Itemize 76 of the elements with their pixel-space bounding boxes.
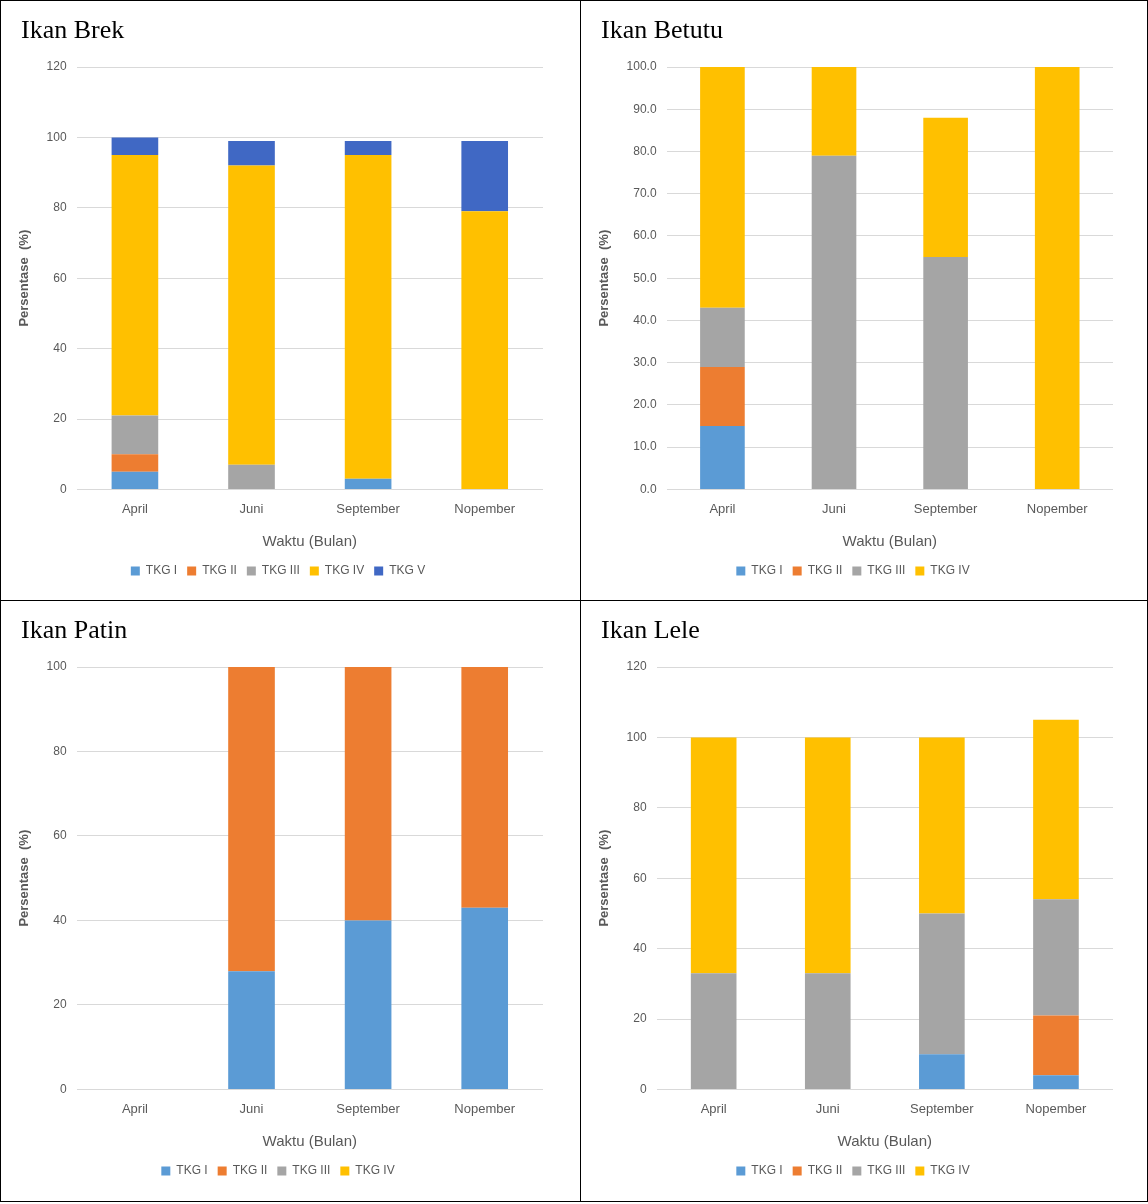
y-axis-title: Persentase (%) [16, 229, 32, 327]
y-tick-label: 0.0 [639, 481, 657, 496]
y-tick-label: 80 [53, 200, 67, 215]
x-tick-label: September [336, 500, 401, 516]
y-tick-label: 40 [53, 340, 67, 355]
y-tick-label: 60 [53, 828, 67, 843]
y-tick-label: 10.0 [633, 439, 657, 454]
y-tick-label: 100 [626, 729, 647, 744]
legend-label: TKG II [232, 1163, 268, 1178]
legend-label: TKG V [389, 563, 426, 578]
x-tick-label: Nopember [1026, 500, 1089, 516]
chart-title: Ikan Brek [19, 15, 127, 45]
y-tick-label: 100.0 [626, 59, 657, 74]
y-tick-label: 20.0 [633, 397, 657, 412]
legend-label: TKG I [751, 563, 783, 578]
y-tick-label: 0 [59, 481, 67, 496]
x-tick-label: September [910, 1100, 975, 1116]
y-tick-label: 100 [46, 129, 67, 144]
y-tick-label: 90.0 [633, 101, 657, 116]
x-tick-label: Juni [822, 500, 847, 516]
x-tick-label: Nopember [1025, 1100, 1087, 1116]
x-tick-label: April [700, 1100, 727, 1116]
y-tick-label: 20 [633, 1011, 647, 1026]
y-tick-label: 80 [633, 800, 647, 815]
chart-title: Ikan Betutu [599, 15, 726, 45]
y-tick-label: 40.0 [633, 312, 657, 327]
x-axis-title: Waktu (Bulan) [842, 532, 938, 550]
y-tick-label: 60.0 [633, 228, 657, 243]
legend-label: TKG I [751, 1163, 783, 1178]
legend-label: TKG II [807, 1163, 843, 1178]
legend-label: TKG I [176, 1163, 208, 1178]
y-tick-label: 30.0 [633, 354, 657, 369]
y-tick-label: 100 [46, 659, 67, 674]
x-tick-label: April [709, 500, 736, 516]
y-tick-label: 120 [46, 59, 67, 74]
y-axis-title: Persentase (%) [596, 829, 612, 927]
legend-label: TKG II [202, 563, 237, 578]
y-tick-label: 20 [53, 411, 67, 426]
x-axis-title: Waktu (Bulan) [837, 1132, 933, 1150]
y-tick-label: 40 [633, 940, 647, 955]
y-tick-label: 80 [53, 743, 67, 758]
legend-label: TKG I [145, 563, 178, 578]
y-axis-title: Persentase (%) [16, 829, 32, 927]
x-tick-label: Nopember [454, 500, 516, 516]
legend-label: TKG III [867, 563, 906, 578]
legend-label: TKG IV [930, 563, 970, 578]
y-tick-label: 70.0 [633, 186, 657, 201]
x-axis-title: Waktu (Bulan) [262, 532, 358, 550]
x-axis-title: Waktu (Bulan) [262, 1132, 358, 1150]
y-tick-label: 0 [59, 1081, 67, 1096]
x-tick-label: September [913, 500, 979, 516]
legend-label: TKG IV [355, 1163, 395, 1178]
y-tick-label: 60 [633, 870, 647, 885]
x-tick-label: Nopember [454, 1100, 516, 1116]
x-tick-label: April [121, 500, 149, 516]
y-tick-label: 120 [626, 659, 647, 674]
y-tick-label: 60 [53, 270, 67, 285]
y-tick-label: 20 [53, 997, 67, 1012]
y-tick-label: 0 [639, 1081, 647, 1096]
legend-label: TKG III [292, 1163, 331, 1178]
chart-title: Ikan Patin [19, 615, 130, 645]
legend-label: TKG IV [930, 1163, 970, 1178]
y-tick-label: 40 [53, 912, 67, 927]
y-tick-label: 50.0 [633, 270, 657, 285]
legend-label: TKG III [867, 1163, 906, 1178]
x-tick-label: Juni [815, 1100, 840, 1116]
x-tick-label: April [121, 1100, 149, 1116]
y-tick-label: 80.0 [633, 143, 657, 158]
legend-label: TKG IV [324, 563, 365, 578]
legend-label: TKG III [261, 563, 300, 578]
legend-label: TKG II [807, 563, 843, 578]
x-tick-label: Juni [239, 1100, 264, 1116]
y-axis-title: Persentase (%) [596, 229, 612, 327]
x-tick-label: Juni [239, 500, 264, 516]
chart-title: Ikan Lele [599, 615, 702, 645]
x-tick-label: September [336, 1100, 401, 1116]
